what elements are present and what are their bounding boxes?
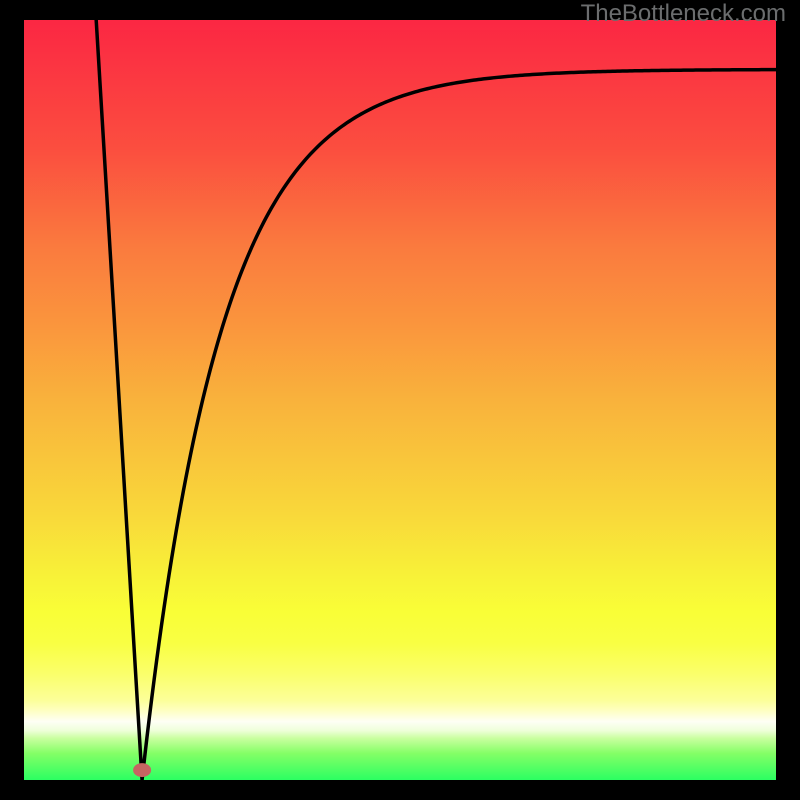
chart-stage: TheBottleneck.com [0, 0, 800, 800]
watermark-text: TheBottleneck.com [581, 0, 786, 28]
plot-area [24, 20, 776, 780]
marker-layer [24, 20, 776, 780]
vertex-marker [133, 763, 151, 777]
